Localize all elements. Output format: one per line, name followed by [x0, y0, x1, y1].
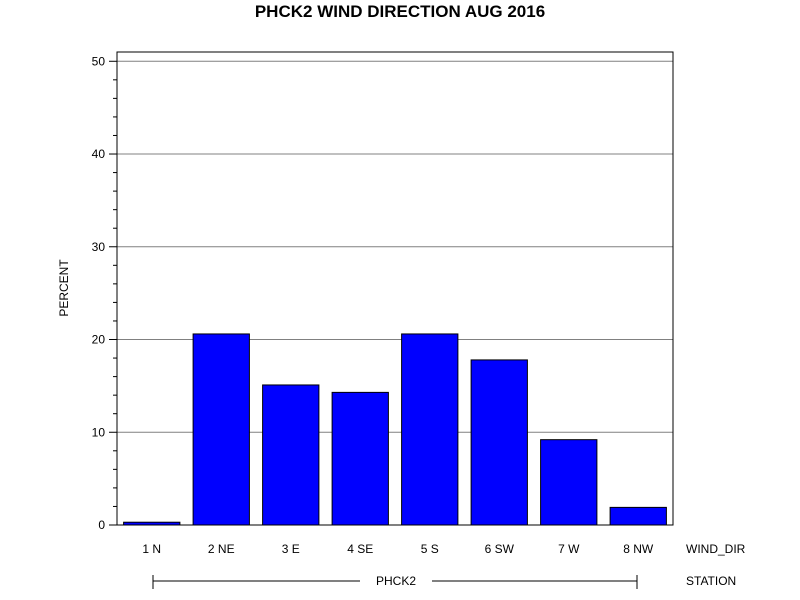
station-label: STATION [686, 574, 736, 588]
bars [123, 333, 667, 526]
bar-2 [192, 333, 250, 526]
y-tick-label-30: 30 [92, 240, 106, 254]
y-tick-label-40: 40 [92, 147, 106, 161]
bar-4 [331, 391, 389, 526]
bar-3 [262, 384, 320, 526]
y-tick-label-0: 0 [98, 518, 105, 532]
x-tick-label-2: 2 NE [208, 542, 235, 556]
x-tick-label-6: 6 SW [485, 542, 515, 556]
x-tick-label-1: 1 N [142, 542, 161, 556]
x-tick-label-4: 4 SE [347, 542, 373, 556]
x-tick-label-8: 8 NW [623, 542, 654, 556]
y-axis: 0 10 20 30 40 50 [92, 54, 117, 532]
x-tick-label-7: 7 W [558, 542, 580, 556]
x-axis: 1 N 2 NE 3 E 4 SE 5 S 6 SW 7 W 8 NW [142, 542, 654, 556]
x-tick-label-3: 3 E [282, 542, 300, 556]
x-axis-label: WIND_DIR [686, 542, 746, 556]
plot-frame [116, 51, 674, 526]
station-group: PHCK2 STATION [152, 574, 736, 589]
bar-7 [540, 439, 598, 526]
x-tick-label-5: 5 S [421, 542, 439, 556]
y-axis-label: PERCENT [57, 259, 71, 317]
bar-8 [609, 506, 667, 526]
y-tick-label-10: 10 [92, 425, 106, 439]
bar-5 [401, 333, 459, 526]
bar-6 [470, 359, 528, 526]
y-tick-label-50: 50 [92, 54, 106, 68]
station-value: PHCK2 [376, 574, 416, 588]
y-tick-label-20: 20 [92, 333, 106, 347]
chart-title: PHCK2 WIND DIRECTION AUG 2016 [255, 2, 545, 21]
